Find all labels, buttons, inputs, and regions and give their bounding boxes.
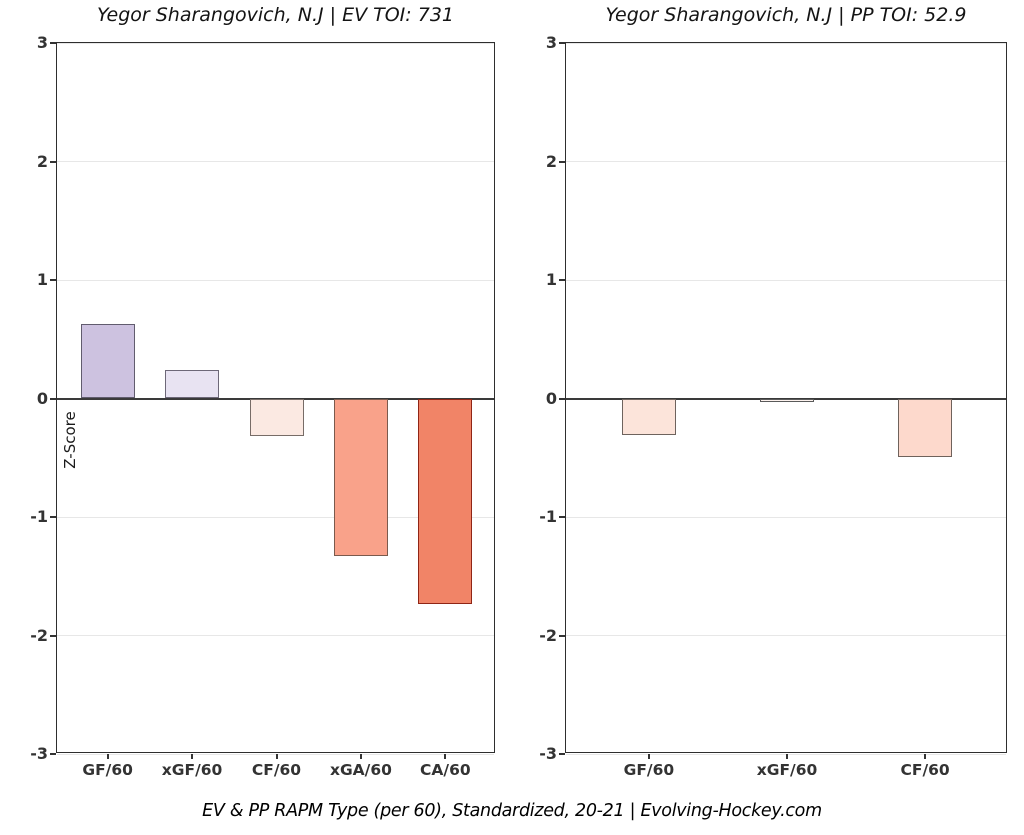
y-tick-mark [50, 634, 56, 637]
y-tick-mark [50, 42, 56, 44]
gridline [566, 279, 1006, 281]
y-tick-mark [559, 279, 565, 281]
bar-xgf-60 [165, 370, 220, 399]
x-tick-mark [444, 754, 447, 759]
y-tick-mark [559, 753, 565, 755]
x-tick-label: xGF/60 [161, 761, 223, 779]
pp-chart-panel: 3 2 1 0 -1 -2 -3 GF/60 xGF/60 CF/60 [539, 33, 1007, 779]
bar-ca-60 [418, 398, 473, 604]
y-tick-mark [559, 42, 565, 44]
x-tick-mark [359, 754, 362, 759]
y-tick-label: 1 [545, 270, 557, 289]
x-tick-mark [191, 754, 194, 759]
gridline [57, 279, 494, 281]
y-tick-mark [50, 397, 56, 400]
y-tick-label: -1 [539, 507, 557, 526]
left-chart-title: Yegor Sharangovich, N.J | EV TOI: 731 [96, 4, 454, 26]
x-tick-mark [275, 754, 278, 759]
bar-cf-60 [898, 398, 953, 457]
x-tick-mark [106, 754, 109, 759]
x-tick-mark [924, 754, 927, 759]
y-tick-label: 3 [545, 33, 557, 52]
y-tick-mark [50, 753, 56, 755]
x-tick-label: CF/60 [900, 761, 950, 779]
bar-gf-60 [621, 398, 676, 436]
right-chart-title: Yegor Sharangovich, N.J | PP TOI: 52.9 [605, 4, 967, 26]
gridline [566, 516, 1006, 518]
y-tick-mark [559, 160, 565, 163]
bar-xga-60 [333, 398, 388, 557]
y-tick-label: -3 [539, 744, 557, 763]
x-tick-mark [647, 754, 650, 759]
gridline [566, 635, 1006, 636]
y-tick-label: -2 [30, 625, 48, 645]
gridline [57, 42, 494, 44]
gridline [566, 42, 1006, 44]
y-tick-mark [50, 516, 56, 518]
x-tick-label: CA/60 [420, 761, 471, 779]
y-tick-mark [559, 516, 565, 518]
gridline [57, 516, 494, 518]
x-tick-label: GF/60 [623, 761, 675, 779]
gridline [57, 635, 494, 636]
y-tick-label: 1 [36, 270, 48, 289]
figure-caption: EV & PP RAPM Type (per 60), Standardized… [202, 801, 822, 821]
x-tick-mark [786, 754, 788, 759]
x-tick-label: xGF/60 [756, 761, 818, 779]
y-tick-label: -1 [30, 507, 48, 526]
y-tick-label: 0 [545, 388, 557, 408]
bar-gf-60 [80, 323, 135, 399]
bar-xgf-60 [760, 398, 814, 403]
y-tick-label: 2 [545, 151, 557, 171]
y-tick-label: 2 [36, 151, 48, 171]
gridline [57, 161, 494, 162]
y-tick-mark [50, 279, 56, 281]
y-tick-mark [559, 634, 565, 637]
y-tick-label: 0 [36, 388, 48, 408]
x-tick-label: CF/60 [251, 761, 302, 779]
gridline [566, 161, 1006, 162]
ev-chart-panel: Z-Score 3 2 1 0 -1 -2 -3 GF/60 xGF/60 CF/60 xGA/60… [30, 33, 495, 779]
y-tick-label: -3 [30, 744, 48, 763]
bar-cf-60 [249, 398, 304, 437]
x-tick-label: xGA/60 [329, 761, 392, 779]
y-tick-label: 3 [36, 33, 48, 52]
y-tick-mark [50, 160, 56, 163]
y-axis-title: Z-Score [61, 411, 79, 469]
y-tick-mark [559, 397, 565, 400]
y-tick-label: -2 [539, 625, 557, 645]
x-tick-label: GF/60 [82, 761, 133, 779]
